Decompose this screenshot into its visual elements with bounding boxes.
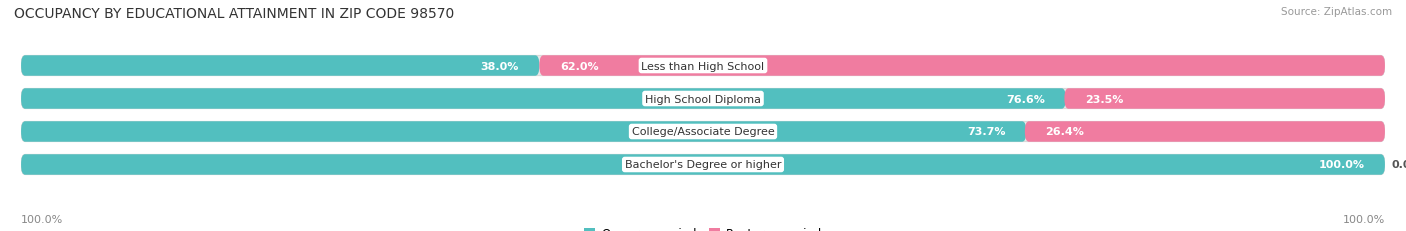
Text: 100.0%: 100.0%: [1319, 160, 1364, 170]
FancyBboxPatch shape: [1025, 122, 1385, 142]
Text: Less than High School: Less than High School: [641, 61, 765, 71]
Text: 76.6%: 76.6%: [1007, 94, 1045, 104]
Legend: Owner-occupied, Renter-occupied: Owner-occupied, Renter-occupied: [583, 227, 823, 231]
Text: 100.0%: 100.0%: [21, 214, 63, 224]
Text: High School Diploma: High School Diploma: [645, 94, 761, 104]
Text: OCCUPANCY BY EDUCATIONAL ATTAINMENT IN ZIP CODE 98570: OCCUPANCY BY EDUCATIONAL ATTAINMENT IN Z…: [14, 7, 454, 21]
Text: 100.0%: 100.0%: [1343, 214, 1385, 224]
FancyBboxPatch shape: [1064, 89, 1385, 109]
Text: College/Associate Degree: College/Associate Degree: [631, 127, 775, 137]
FancyBboxPatch shape: [21, 56, 540, 76]
Text: Source: ZipAtlas.com: Source: ZipAtlas.com: [1281, 7, 1392, 17]
Text: 26.4%: 26.4%: [1045, 127, 1084, 137]
FancyBboxPatch shape: [21, 56, 1385, 76]
Text: 0.0%: 0.0%: [1392, 160, 1406, 170]
FancyBboxPatch shape: [21, 122, 1385, 142]
FancyBboxPatch shape: [21, 89, 1385, 109]
Text: Bachelor's Degree or higher: Bachelor's Degree or higher: [624, 160, 782, 170]
FancyBboxPatch shape: [21, 155, 1385, 175]
FancyBboxPatch shape: [21, 122, 1026, 142]
FancyBboxPatch shape: [21, 155, 1385, 175]
Text: 38.0%: 38.0%: [481, 61, 519, 71]
Text: 62.0%: 62.0%: [560, 61, 599, 71]
Text: 23.5%: 23.5%: [1085, 94, 1123, 104]
FancyBboxPatch shape: [21, 89, 1066, 109]
Text: 73.7%: 73.7%: [967, 127, 1005, 137]
FancyBboxPatch shape: [540, 56, 1385, 76]
